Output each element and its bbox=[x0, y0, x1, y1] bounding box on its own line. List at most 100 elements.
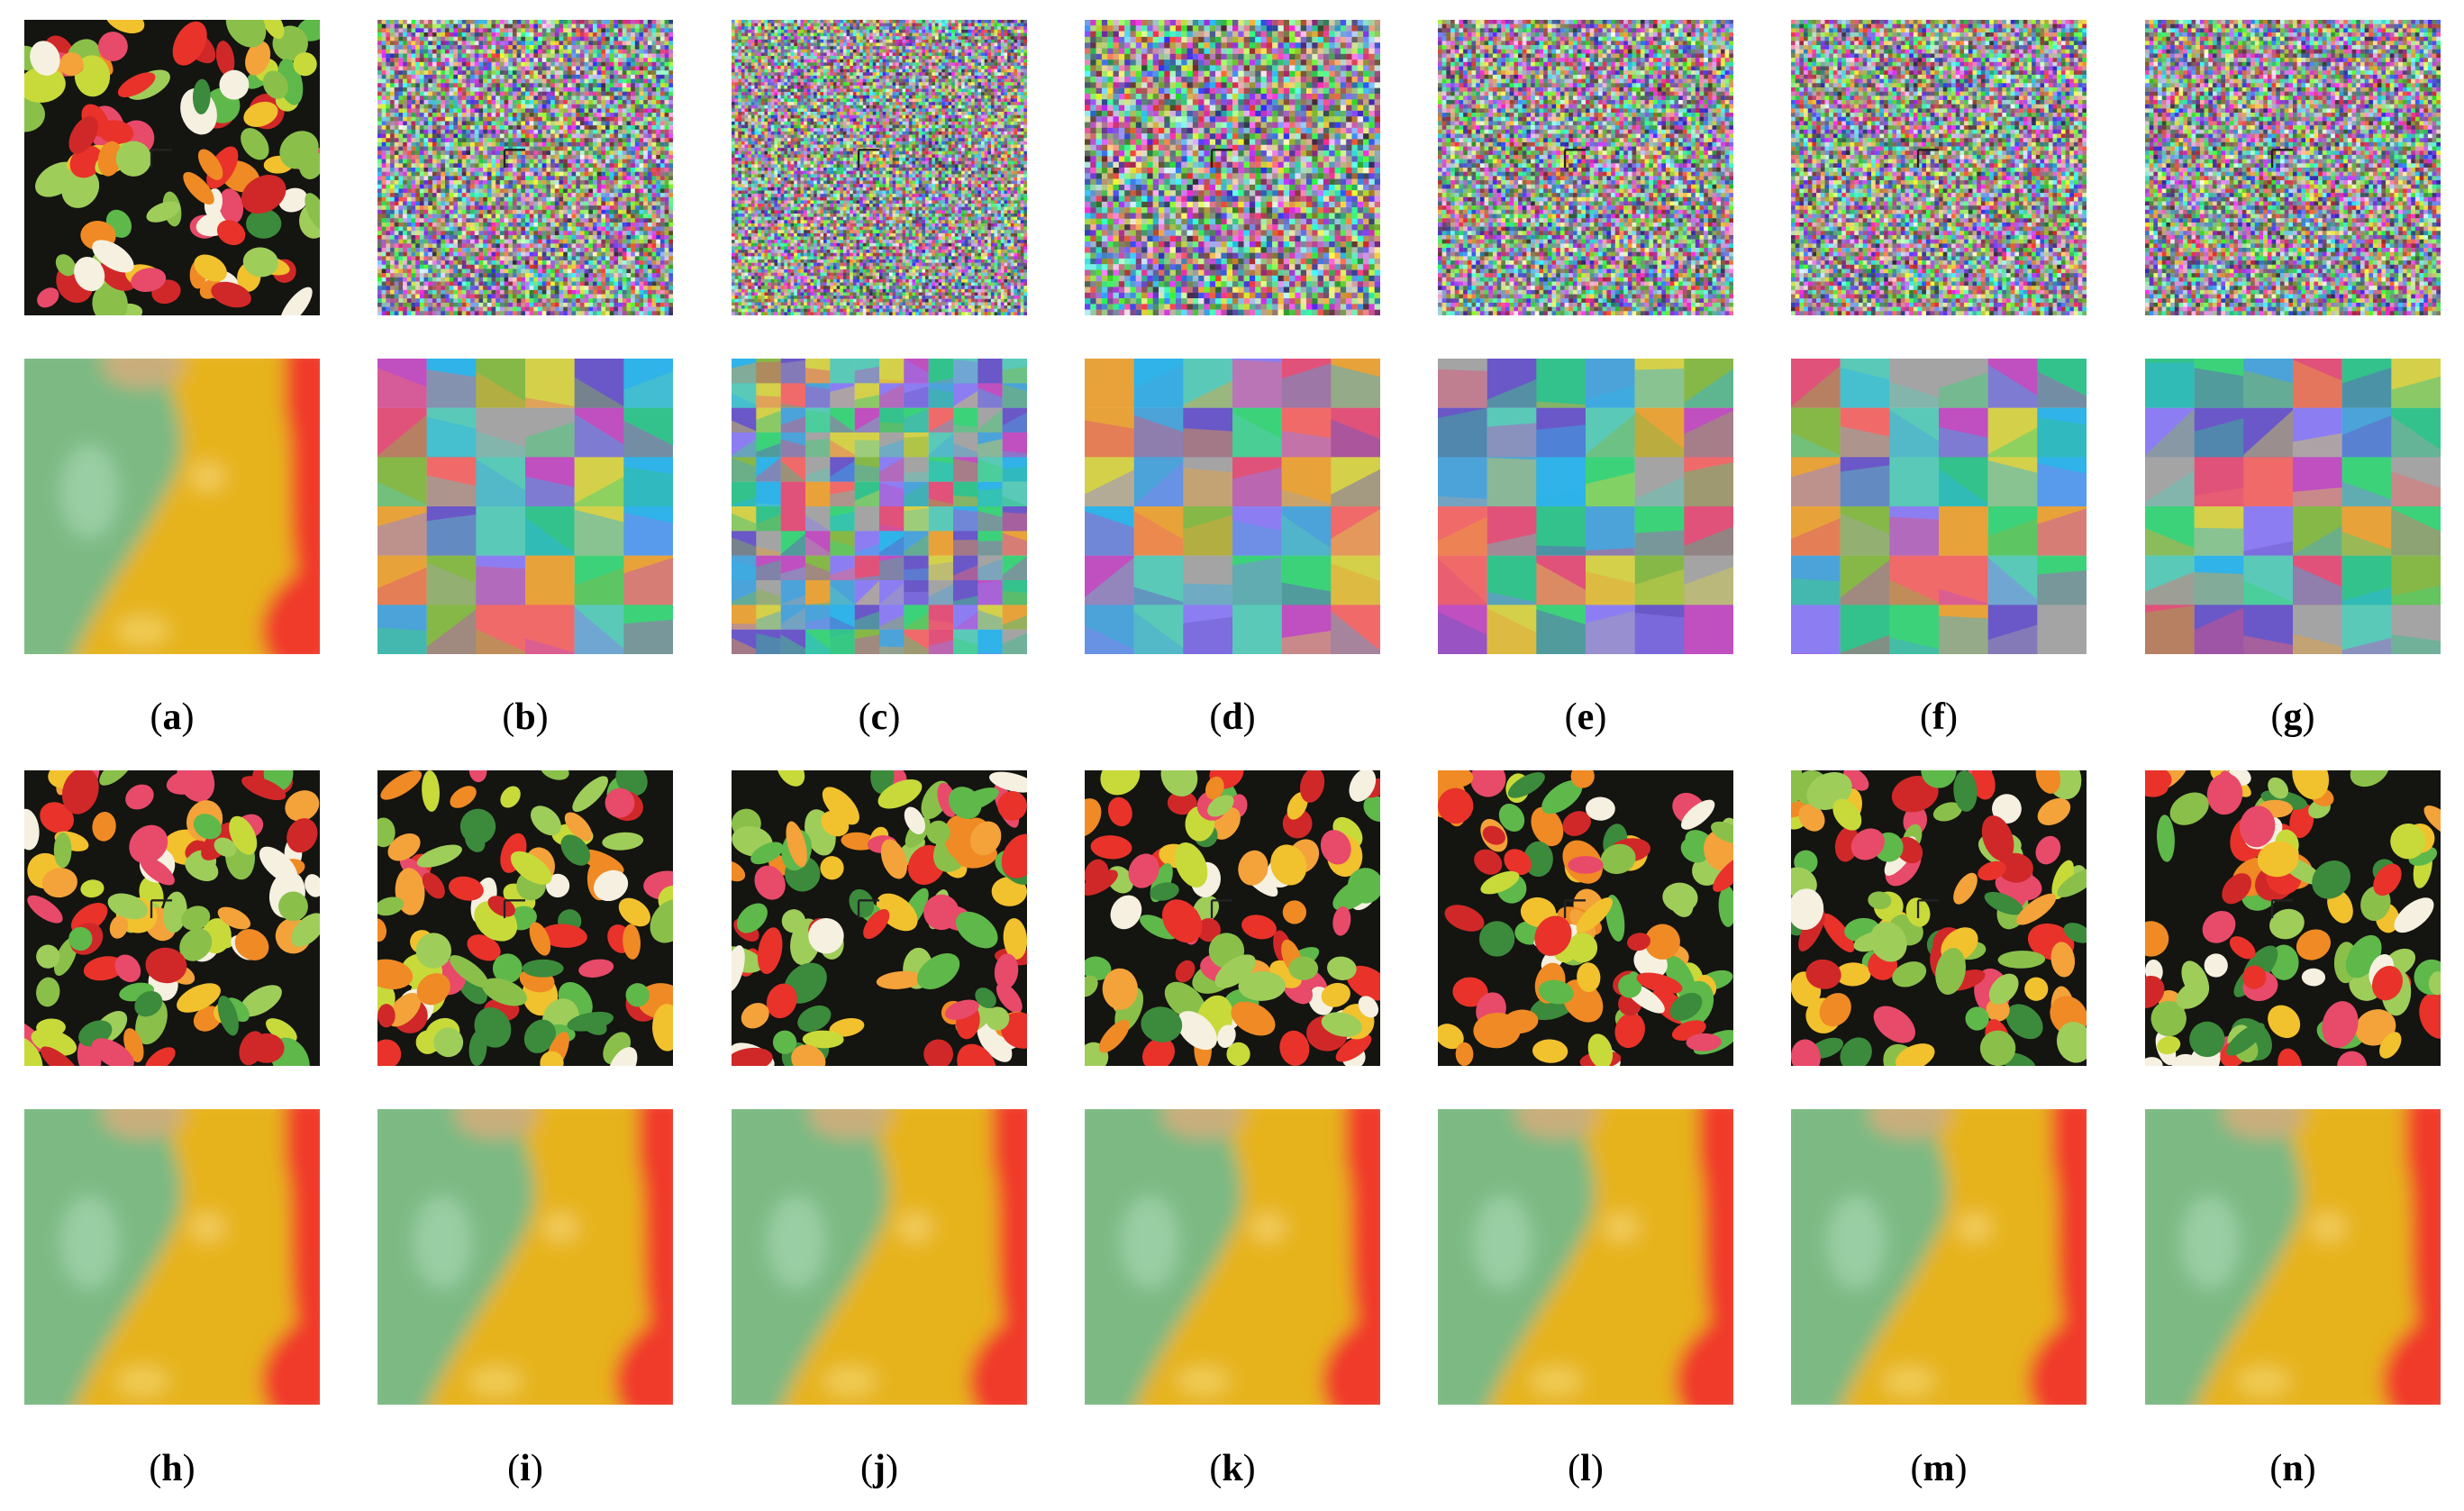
panel-label: (g) bbox=[2144, 695, 2441, 740]
panel-full-image bbox=[377, 20, 673, 315]
panel-zoom-image bbox=[377, 1109, 673, 1405]
panel-label-open-paren: ( bbox=[1568, 1448, 1580, 1489]
panel-label: (e) bbox=[1437, 695, 1734, 740]
cipher-zoom-blocks bbox=[1438, 359, 1733, 654]
panel-label: (d) bbox=[1084, 695, 1381, 740]
panel-label-letter: k bbox=[1222, 1448, 1242, 1489]
cipher-zoom-blocks bbox=[732, 359, 1027, 654]
panel-full-image bbox=[1085, 20, 1380, 315]
panel-label-open-paren: ( bbox=[1209, 696, 1222, 738]
panel-full-image bbox=[1791, 20, 2087, 315]
panel-label-open-paren: ( bbox=[1209, 1448, 1222, 1489]
panel-label-open-paren: ( bbox=[149, 1448, 161, 1489]
panel-label-close-paren: ) bbox=[531, 1448, 543, 1489]
panel-label: (a) bbox=[23, 695, 321, 740]
panel-zoom-image bbox=[377, 359, 673, 654]
panel-zoom-image bbox=[1438, 359, 1733, 654]
panel-label: (k) bbox=[1084, 1446, 1381, 1491]
panel-zoom-image bbox=[1085, 1109, 1380, 1405]
panel-label-letter: l bbox=[1580, 1448, 1591, 1489]
panel-full-image bbox=[2145, 20, 2441, 315]
panel-label-open-paren: ( bbox=[502, 696, 514, 738]
panel-zoom-image bbox=[24, 359, 320, 654]
panel-full-image bbox=[24, 20, 320, 315]
panel-label-open-paren: ( bbox=[1911, 1448, 1923, 1489]
panel-label-close-paren: ) bbox=[2304, 1448, 2316, 1489]
panel-label: (n) bbox=[2144, 1446, 2441, 1491]
panel-zoom-image bbox=[2145, 1109, 2441, 1405]
zoom-region bbox=[2145, 1109, 2441, 1405]
candy-image bbox=[1085, 770, 1380, 1066]
candy-image bbox=[732, 770, 1027, 1066]
candy-image bbox=[1791, 770, 2087, 1066]
panel-zoom-image bbox=[732, 359, 1027, 654]
panel-label: (j) bbox=[731, 1446, 1028, 1491]
panel-full-image bbox=[1438, 20, 1733, 315]
zoom-region bbox=[732, 1109, 1027, 1405]
panel-label-close-paren: ) bbox=[182, 696, 195, 738]
panel-label-open-paren: ( bbox=[2271, 696, 2284, 738]
candy-image bbox=[24, 770, 320, 1066]
cipher-image bbox=[1085, 20, 1380, 315]
panel-label-letter: g bbox=[2284, 696, 2303, 738]
zoom-region bbox=[24, 359, 320, 654]
panel-label-close-paren: ) bbox=[886, 1448, 898, 1489]
panel-full-image bbox=[732, 770, 1027, 1066]
panel-zoom-image bbox=[1438, 1109, 1733, 1405]
panel-zoom-image bbox=[1791, 359, 2087, 654]
panel-label: (l) bbox=[1437, 1446, 1734, 1491]
panel-label-close-paren: ) bbox=[536, 696, 549, 738]
panel-label-close-paren: ) bbox=[1243, 696, 1256, 738]
panel-label-open-paren: ( bbox=[150, 696, 163, 738]
panel-label-close-paren: ) bbox=[2303, 696, 2315, 738]
panel-label-open-paren: ( bbox=[859, 696, 871, 738]
panel-label-letter: a bbox=[163, 696, 182, 738]
panel-zoom-image bbox=[732, 1109, 1027, 1405]
panel-label-open-paren: ( bbox=[2269, 1448, 2282, 1489]
panel-label-letter: h bbox=[161, 1448, 182, 1489]
panel-label-close-paren: ) bbox=[887, 696, 900, 738]
panel-label-letter: i bbox=[520, 1448, 531, 1489]
cipher-image bbox=[2145, 20, 2441, 315]
panel-zoom-image bbox=[24, 1109, 320, 1405]
panel-full-image bbox=[732, 20, 1027, 315]
panel-label-letter: d bbox=[1222, 696, 1242, 738]
panel-full-image bbox=[24, 770, 320, 1066]
panel-full-image bbox=[377, 770, 673, 1066]
panel-full-image bbox=[1438, 770, 1733, 1066]
panel-label-letter: c bbox=[871, 696, 888, 738]
panel-label-open-paren: ( bbox=[507, 1448, 520, 1489]
panel-label-close-paren: ) bbox=[183, 1448, 195, 1489]
cipher-zoom-blocks bbox=[377, 359, 673, 654]
panel-label-letter: f bbox=[1932, 696, 1945, 738]
panel-zoom-image bbox=[1085, 359, 1380, 654]
cipher-zoom-blocks bbox=[1791, 359, 2087, 654]
panel-zoom-image bbox=[2145, 359, 2441, 654]
panel-label-open-paren: ( bbox=[1920, 696, 1932, 738]
panel-label-close-paren: ) bbox=[1594, 696, 1606, 738]
panel-label-close-paren: ) bbox=[1945, 696, 1958, 738]
panel-label-close-paren: ) bbox=[1591, 1448, 1604, 1489]
panel-label-letter: n bbox=[2282, 1448, 2303, 1489]
panel-label-letter: j bbox=[873, 1448, 886, 1489]
panel-label-letter: m bbox=[1923, 1448, 1955, 1489]
panel-label: (m) bbox=[1790, 1446, 2087, 1491]
candy-image bbox=[24, 20, 320, 315]
panel-label-open-paren: ( bbox=[1565, 696, 1578, 738]
panel-label: (i) bbox=[377, 1446, 674, 1491]
panel-label: (h) bbox=[23, 1446, 321, 1491]
cipher-image bbox=[732, 20, 1027, 315]
cipher-image bbox=[377, 20, 673, 315]
panel-label: (f) bbox=[1790, 695, 2087, 740]
panel-label: (c) bbox=[731, 695, 1028, 740]
panel-full-image bbox=[1791, 770, 2087, 1066]
candy-image bbox=[377, 770, 673, 1066]
zoom-region bbox=[377, 1109, 673, 1405]
cipher-zoom-blocks bbox=[1085, 359, 1380, 654]
zoom-region bbox=[1791, 1109, 2087, 1405]
panel-full-image bbox=[2145, 770, 2441, 1066]
cipher-image bbox=[1438, 20, 1733, 315]
panel-label-close-paren: ) bbox=[1955, 1448, 1968, 1489]
zoom-region bbox=[1438, 1109, 1733, 1405]
cipher-zoom-blocks bbox=[2145, 359, 2441, 654]
